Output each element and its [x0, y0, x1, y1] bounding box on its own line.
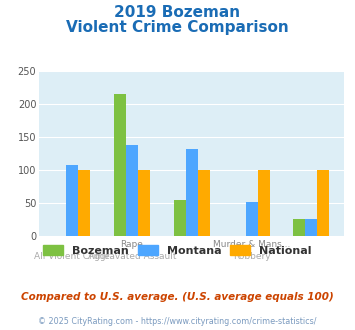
Text: Aggravated Assault: Aggravated Assault [88, 252, 176, 261]
Bar [294, 219, 305, 236]
Bar [257, 170, 269, 236]
Bar [317, 170, 329, 236]
Bar [78, 170, 90, 236]
Text: Rape: Rape [120, 240, 143, 249]
Legend: Bozeman, Montana, National: Bozeman, Montana, National [39, 241, 316, 260]
Text: Violent Crime Comparison: Violent Crime Comparison [66, 20, 289, 35]
Bar [114, 94, 126, 236]
Bar [246, 202, 257, 236]
Bar [186, 149, 198, 236]
Bar [174, 200, 186, 236]
Bar [138, 170, 150, 236]
Bar [126, 145, 138, 236]
Text: Robbery: Robbery [233, 252, 271, 261]
Bar [305, 219, 317, 236]
Text: Compared to U.S. average. (U.S. average equals 100): Compared to U.S. average. (U.S. average … [21, 292, 334, 302]
Text: Murder & Mans...: Murder & Mans... [213, 240, 290, 249]
Text: © 2025 CityRating.com - https://www.cityrating.com/crime-statistics/: © 2025 CityRating.com - https://www.city… [38, 317, 317, 326]
Text: 2019 Bozeman: 2019 Bozeman [114, 5, 241, 20]
Bar [198, 170, 210, 236]
Bar [66, 165, 78, 236]
Text: All Violent Crime: All Violent Crime [34, 252, 110, 261]
